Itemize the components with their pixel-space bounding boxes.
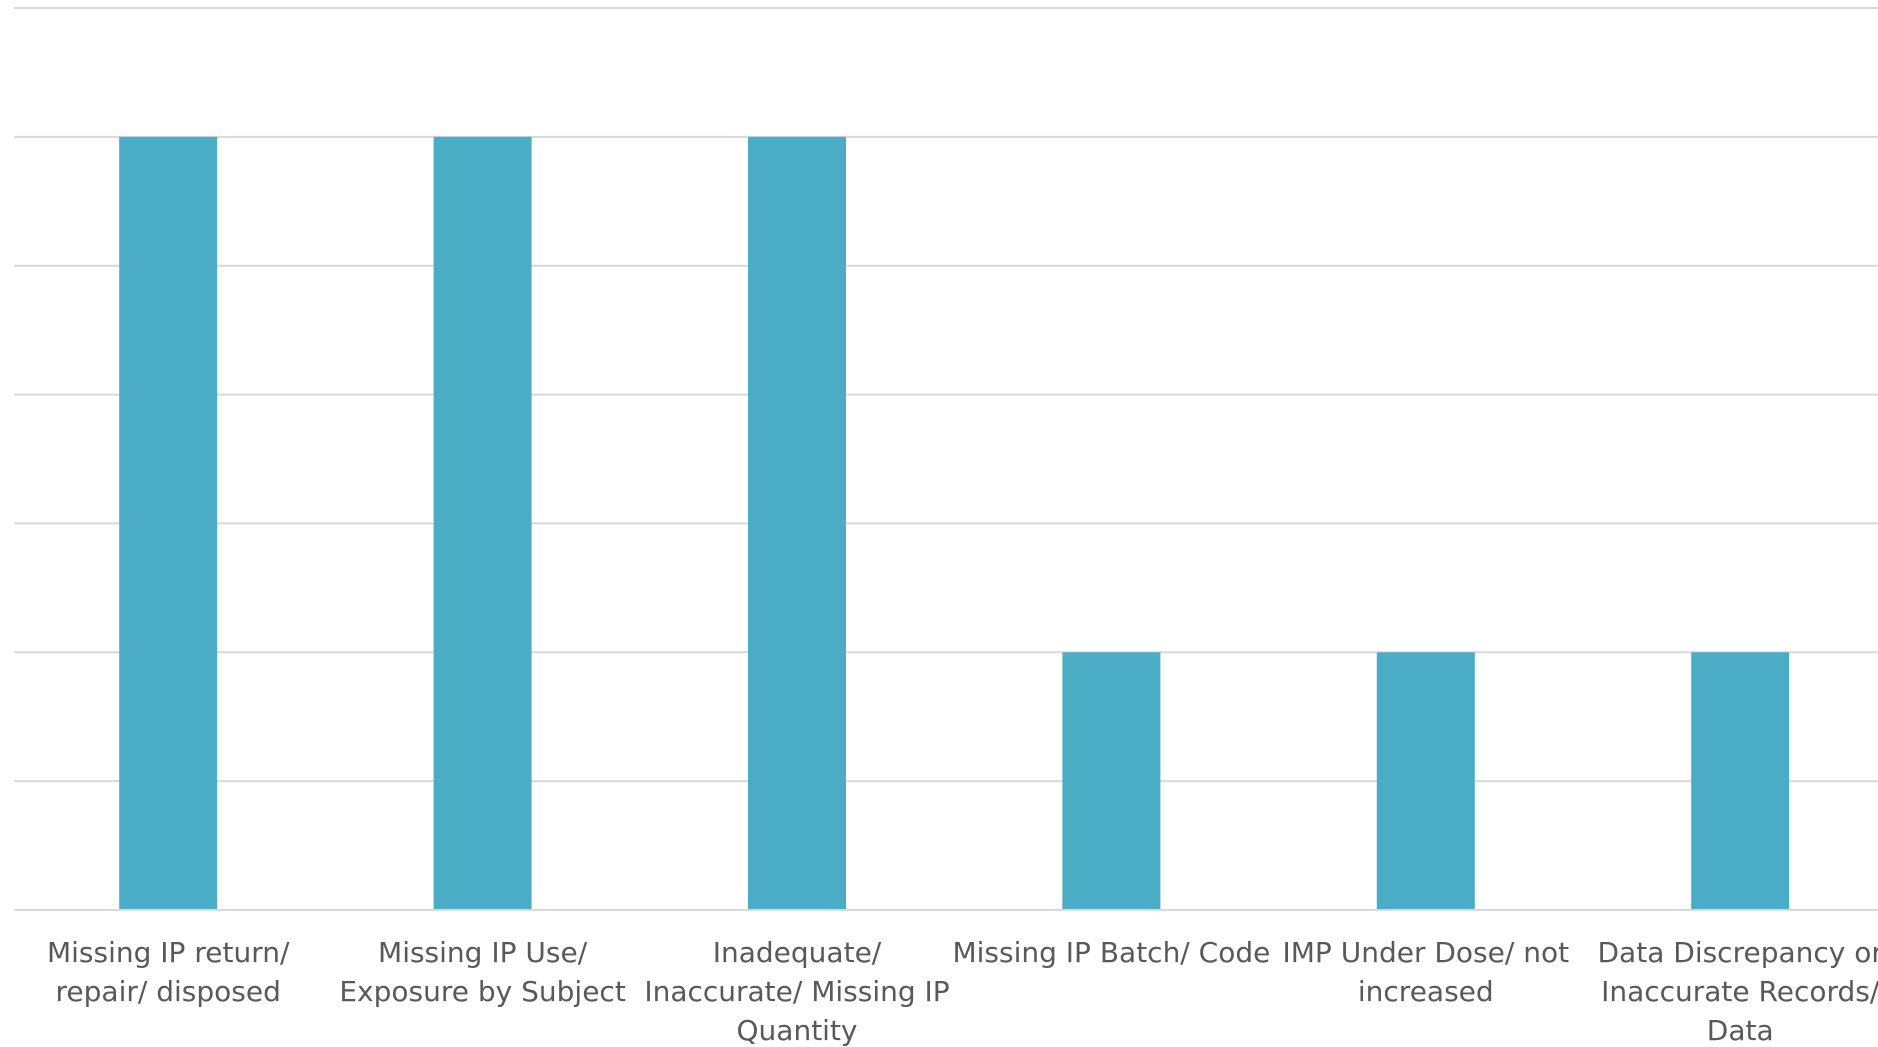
category-label-5: IMP Under Dose/ not increased bbox=[1283, 936, 1570, 1008]
bar-3 bbox=[748, 136, 846, 910]
category-label-4: Missing IP Batch/ Code bbox=[952, 936, 1270, 969]
bar-5 bbox=[1376, 652, 1475, 910]
gridlines bbox=[14, 7, 1878, 783]
category-label-6: Data Discrepancy or Inaccurate Records/Da… bbox=[1598, 936, 1878, 1047]
category-label-line: Missing IP Batch/ Code bbox=[952, 936, 1270, 969]
category-label-line: Inaccurate/ Missing IP bbox=[644, 975, 949, 1008]
category-label-line: Inaccurate Records/ bbox=[1601, 975, 1878, 1008]
category-label-line: repair/ disposed bbox=[56, 975, 281, 1008]
category-label-1: Missing IP return/repair/ disposed bbox=[47, 936, 290, 1008]
category-label-line: Exposure by Subject bbox=[339, 975, 625, 1008]
category-label-line: Missing IP return/ bbox=[47, 936, 290, 969]
bars bbox=[119, 136, 1790, 910]
category-label-2: Missing IP Use/Exposure by Subject bbox=[339, 936, 625, 1008]
bar-1 bbox=[119, 136, 218, 910]
category-label-3: Inadequate/Inaccurate/ Missing IP Quantit… bbox=[644, 936, 949, 1047]
category-label-line: Inadequate/ bbox=[713, 936, 882, 969]
category-labels: Missing IP return/repair/ disposedMissin… bbox=[47, 936, 1878, 1047]
category-label-line: Data bbox=[1707, 1014, 1774, 1047]
category-label-line: IMP Under Dose/ not bbox=[1283, 936, 1570, 969]
category-label-line: Missing IP Use/ bbox=[378, 936, 588, 969]
category-label-line: increased bbox=[1358, 975, 1494, 1008]
category-label-line: Quantity bbox=[737, 1014, 858, 1047]
category-label-line: Data Discrepancy or bbox=[1598, 936, 1878, 969]
bar-4 bbox=[1062, 652, 1161, 910]
bar-2 bbox=[433, 136, 532, 910]
bar-6 bbox=[1691, 652, 1790, 910]
